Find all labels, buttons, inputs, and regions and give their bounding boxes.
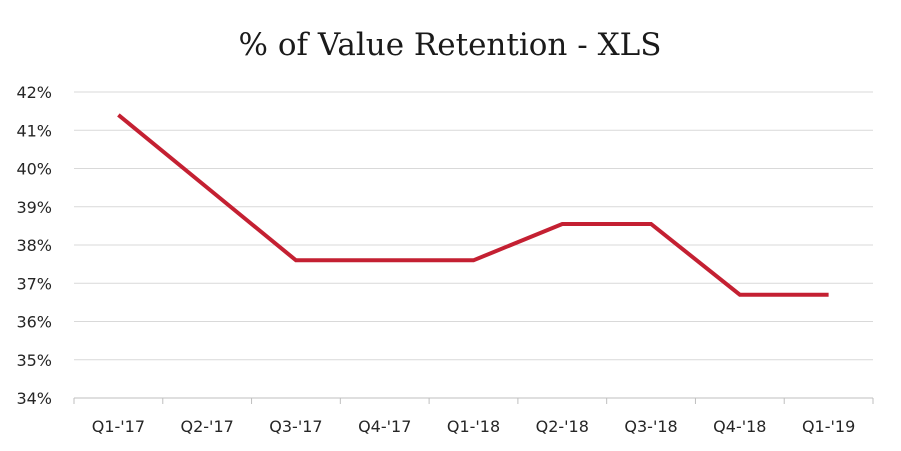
y-tick-label: 36% (16, 313, 52, 332)
y-tick-label: 38% (16, 236, 52, 255)
y-axis: 34% 35% 36% 37% 38% 39% 40% 41% 42% (16, 83, 52, 408)
x-axis-labels: Q1-'17 Q2-'17 Q3-'17 Q4-'17 Q1-'18 Q2-'18 Q3-'… (92, 417, 856, 436)
x-tick-label: Q1-'18 (447, 417, 500, 436)
series-layer (117, 113, 829, 297)
x-tick-label: Q1-'17 (92, 417, 145, 436)
y-tick-label: 41% (16, 121, 52, 140)
y-tick-label: 35% (16, 351, 52, 370)
y-tick-label: 39% (16, 198, 52, 217)
x-tick-label: Q3-'18 (624, 417, 677, 436)
x-tick-label: Q1-'19 (802, 417, 855, 436)
gridlines (74, 91, 873, 361)
x-tick-label: Q4-'18 (713, 417, 766, 436)
x-tick-label: Q2-'18 (536, 417, 589, 436)
y-tick-label: 37% (16, 274, 52, 293)
x-axis (73, 397, 874, 404)
x-tick-label: Q2-'17 (181, 417, 234, 436)
y-tick-label: 42% (16, 83, 52, 102)
x-tick-label: Q4-'17 (358, 417, 411, 436)
y-tick-label: 40% (16, 160, 52, 179)
chart-title: % of Value Retention - XLS (239, 27, 662, 63)
series-line (117, 113, 829, 297)
y-tick-label: 34% (16, 389, 52, 408)
x-tick-label: Q3-'17 (269, 417, 322, 436)
